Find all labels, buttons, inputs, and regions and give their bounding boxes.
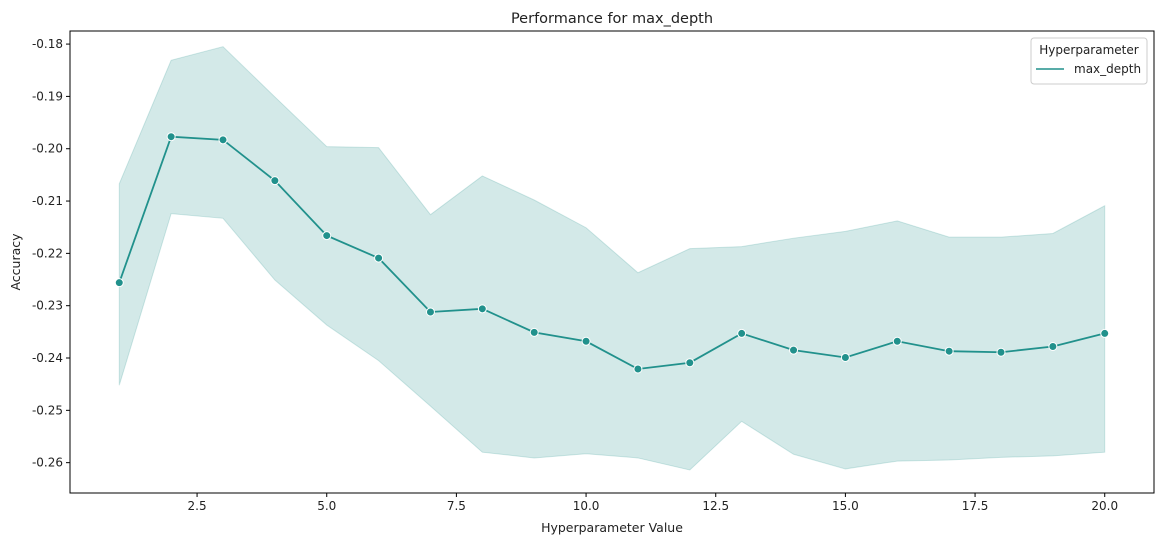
x-tick-label: 10.0 [573,499,600,513]
data-point [529,327,539,337]
legend-entry-max-depth: max_depth [1074,62,1141,76]
data-point [944,346,954,356]
y-tick-label: -0.26 [32,456,63,470]
x-axis: 2.5 5.0 7.5 10.0 12.5 15.0 17.5 20.0 [188,493,1118,513]
data-point [737,328,747,338]
x-tick-label: 5.0 [317,499,336,513]
x-tick-label: 12.5 [702,499,729,513]
data-point [1100,328,1110,338]
data-point [892,336,902,346]
data-point [270,176,280,186]
data-point [166,132,176,142]
x-tick-label: 7.5 [447,499,466,513]
y-tick-label: -0.18 [32,37,63,51]
y-tick-label: -0.22 [32,246,63,260]
x-tick-label: 2.5 [188,499,207,513]
data-point [840,352,850,362]
data-point [218,135,228,145]
data-point [996,347,1006,357]
confidence-band-0 [118,46,1106,471]
data-point [477,304,487,314]
legend-box [1030,37,1148,85]
legend: Hyperparameter max_depth [1030,37,1148,85]
data-point [685,358,695,368]
legend-title: Hyperparameter [1039,43,1138,57]
data-point [322,231,332,241]
data-point [374,253,384,263]
data-point [633,364,643,374]
data-point [789,345,799,355]
series-line-0 [118,135,1105,370]
y-axis: -0.26 -0.25 -0.24 -0.23 -0.22 -0.21 -0.20 -0.19… [32,37,70,470]
plot-area [114,46,1110,471]
chart-title: Performance for max_depth [511,11,713,27]
data-point [1048,342,1058,351]
plot-frame [69,30,1155,494]
data-point [581,336,591,346]
y-tick-label: -0.25 [32,403,63,417]
y-tick-label: -0.24 [32,351,63,365]
data-point [114,278,124,288]
x-tick-label: 15.0 [832,499,859,513]
y-tick-label: -0.19 [32,89,63,103]
y-tick-label: -0.20 [32,142,63,156]
y-tick-label: -0.21 [32,194,63,208]
x-tick-label: 17.5 [962,499,989,513]
x-tick-label: 20.0 [1091,499,1118,513]
y-tick-label: -0.23 [32,299,63,313]
x-axis-label: Hyperparameter Value [541,520,683,535]
data-point [425,307,435,317]
y-axis-label: Accuracy [8,233,23,291]
